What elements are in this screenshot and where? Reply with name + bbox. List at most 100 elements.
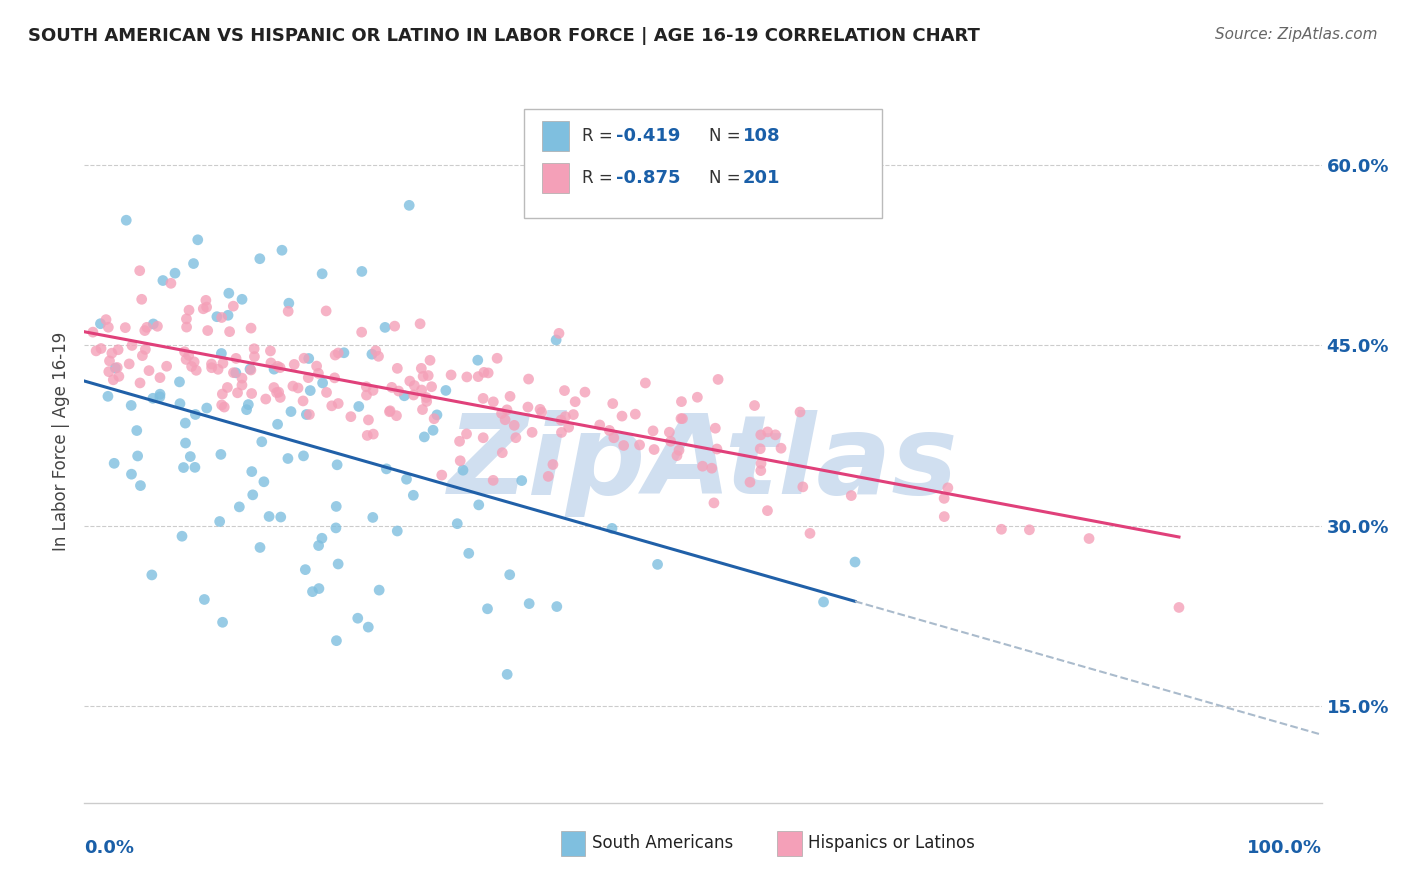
Point: [218, 325, 240, 339]
Point: [505, 431, 527, 445]
Point: [692, 459, 714, 474]
Point: [553, 384, 575, 398]
FancyBboxPatch shape: [543, 120, 569, 151]
Point: [97, 365, 120, 379]
Point: [402, 488, 425, 502]
Point: [340, 409, 363, 424]
Point: [177, 303, 200, 318]
Point: [94, 312, 117, 326]
Point: [287, 381, 309, 395]
Point: [311, 531, 333, 545]
Point: [686, 390, 709, 404]
Text: 100.0%: 100.0%: [1247, 838, 1322, 857]
Point: [242, 488, 264, 502]
Point: [138, 363, 160, 377]
Point: [212, 356, 235, 370]
Point: [299, 384, 322, 398]
Point: [789, 405, 811, 419]
Point: [749, 464, 772, 478]
Point: [308, 582, 330, 596]
Point: [602, 396, 624, 410]
Point: [231, 371, 253, 385]
Point: [456, 370, 478, 384]
Point: [294, 563, 316, 577]
Point: [472, 365, 495, 379]
Point: [641, 424, 664, 438]
Point: [548, 326, 571, 341]
Point: [472, 392, 495, 406]
Point: [184, 460, 207, 475]
Point: [266, 417, 288, 432]
Point: [193, 592, 215, 607]
Point: [598, 424, 620, 438]
Point: [311, 376, 333, 390]
Point: [270, 510, 292, 524]
Point: [135, 320, 157, 334]
Point: [125, 424, 148, 438]
Point: [557, 420, 579, 434]
Point: [624, 407, 647, 421]
Point: [554, 409, 576, 424]
Point: [813, 595, 835, 609]
Point: [385, 409, 408, 423]
Point: [361, 510, 384, 524]
Point: [267, 385, 290, 400]
Point: [173, 460, 195, 475]
Point: [84, 343, 107, 358]
Point: [239, 363, 262, 377]
Point: [209, 346, 232, 360]
Point: [297, 370, 319, 384]
Point: [467, 369, 489, 384]
Point: [205, 310, 228, 324]
Point: [659, 434, 682, 449]
Point: [114, 320, 136, 334]
Point: [936, 481, 959, 495]
Text: 0.0%: 0.0%: [84, 838, 135, 857]
Point: [530, 405, 553, 419]
Point: [121, 467, 143, 482]
Text: Source: ZipAtlas.com: Source: ZipAtlas.com: [1215, 27, 1378, 42]
Point: [411, 383, 433, 397]
Point: [634, 376, 657, 390]
Point: [308, 539, 330, 553]
Point: [541, 458, 564, 472]
Point: [394, 389, 416, 403]
Point: [179, 450, 201, 464]
Point: [90, 342, 112, 356]
Point: [180, 359, 202, 374]
Point: [131, 293, 153, 307]
Point: [486, 351, 509, 366]
Point: [744, 399, 766, 413]
Point: [367, 349, 389, 363]
Point: [368, 583, 391, 598]
Point: [387, 361, 409, 376]
Point: [482, 474, 505, 488]
Point: [356, 380, 378, 394]
Point: [129, 376, 152, 390]
Point: [281, 379, 304, 393]
Point: [254, 392, 277, 406]
Point: [446, 516, 468, 531]
Point: [186, 363, 208, 377]
Point: [404, 378, 426, 392]
Point: [103, 456, 125, 470]
FancyBboxPatch shape: [778, 831, 801, 855]
Point: [177, 348, 200, 362]
Point: [298, 408, 321, 422]
Point: [249, 541, 271, 555]
Point: [174, 416, 197, 430]
Point: [434, 384, 457, 398]
Point: [131, 349, 153, 363]
Point: [395, 472, 418, 486]
Point: [350, 264, 373, 278]
Point: [411, 361, 433, 376]
Point: [301, 584, 323, 599]
Point: [201, 360, 224, 375]
Point: [328, 557, 350, 571]
Point: [266, 385, 288, 400]
Point: [103, 373, 125, 387]
Point: [311, 267, 333, 281]
Point: [550, 425, 572, 440]
Point: [600, 521, 623, 535]
Point: [361, 384, 384, 398]
